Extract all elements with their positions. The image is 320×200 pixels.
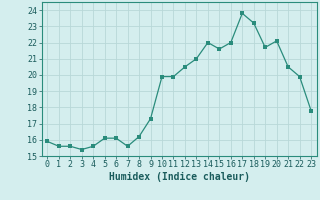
X-axis label: Humidex (Indice chaleur): Humidex (Indice chaleur) bbox=[109, 172, 250, 182]
